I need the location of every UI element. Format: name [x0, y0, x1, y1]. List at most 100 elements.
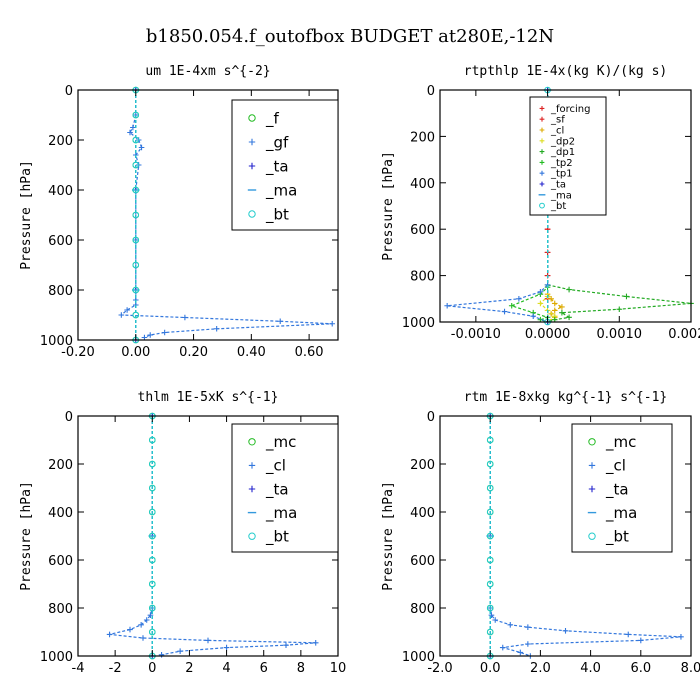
- y-axis-label: Pressure [hPa]: [381, 151, 396, 261]
- legend-marker-bt: [539, 202, 545, 209]
- legend-marker-dp1: [539, 149, 545, 154]
- data-point: [127, 129, 133, 136]
- data-point: [537, 289, 544, 295]
- data-point: [124, 307, 130, 313]
- legend-label-bt: _bt: [550, 201, 566, 212]
- data-point: [486, 508, 494, 516]
- x-tick-label: 6: [260, 661, 268, 676]
- legend: _mc _cl _ta _ma _bt: [231, 423, 339, 553]
- data-point: [132, 286, 140, 294]
- data-point: [118, 312, 125, 318]
- y-axis-label: Pressure [hPa]: [19, 160, 34, 270]
- legend-label-gf: _gf: [265, 133, 289, 152]
- legend-label-dp2: _dp2: [550, 136, 575, 147]
- legend-label-mc: _mc: [605, 433, 636, 452]
- legend-label-bt: _bt: [265, 205, 289, 224]
- data-point: [132, 236, 140, 244]
- y-tick-label: 0: [427, 410, 435, 425]
- legend-label-cl: _cl: [605, 457, 626, 476]
- x-tick-label: 8.0: [681, 661, 700, 676]
- legend-box: [231, 423, 339, 553]
- data-point: [132, 261, 140, 269]
- x-tick-label: 0.00: [121, 345, 150, 360]
- legend: _mc _cl _ta _ma _bt: [571, 423, 673, 553]
- data-point: [501, 308, 508, 315]
- y-tick-label: 200: [410, 458, 435, 473]
- data-point: [148, 628, 156, 636]
- legend-marker-mc: [588, 438, 596, 446]
- data-point: [106, 631, 113, 638]
- legend-marker-cl: [588, 462, 596, 469]
- data-point: [486, 484, 494, 492]
- y-tick-label: 400: [48, 184, 73, 199]
- data-point: [148, 532, 156, 540]
- x-tick-label: -2: [109, 661, 122, 676]
- x-tick-label: 2: [185, 661, 193, 676]
- y-tick-label: 600: [410, 223, 435, 238]
- legend-label-mc: _mc: [265, 433, 296, 452]
- y-tick-label: 0: [427, 84, 435, 99]
- data-point: [551, 307, 558, 314]
- legend: _f _gf _ta _ma _bt: [231, 99, 339, 231]
- legend-marker-cl: [248, 462, 256, 469]
- data-point: [517, 649, 524, 656]
- legend-marker-forcing: [539, 106, 545, 111]
- data-point: [132, 111, 140, 119]
- data-point: [486, 460, 494, 468]
- data-point: [213, 325, 220, 332]
- chart-panel-2: rtpthlp 1E-4x(kg K)/(kg s) Pressure [hPa]…: [381, 64, 700, 342]
- data-point: [444, 302, 450, 309]
- x-tick-label: 0.20: [179, 345, 208, 360]
- data-point: [499, 644, 506, 651]
- data-point: [559, 304, 565, 310]
- y-tick-label: 800: [410, 270, 435, 285]
- y-tick-label: 1000: [40, 334, 73, 349]
- data-point: [486, 628, 494, 636]
- x-tick-label: -2.0: [427, 661, 452, 676]
- data-point: [566, 286, 572, 293]
- data-point: [148, 436, 156, 444]
- data-point: [507, 622, 514, 628]
- data-point: [329, 320, 336, 327]
- legend-label-tp1: _tp1: [550, 169, 573, 180]
- data-point: [147, 612, 154, 618]
- y-tick-label: 1000: [402, 650, 435, 665]
- panel-title: rtm 1E-8xkg kg^{-1} s^{-1}: [464, 390, 668, 405]
- legend-marker-ta: [248, 485, 256, 493]
- data-point: [537, 300, 544, 307]
- data-point: [625, 631, 632, 638]
- legend-label-sf: _sf: [550, 115, 565, 126]
- x-tick-label: 0.0000: [525, 327, 571, 342]
- data-point: [486, 556, 494, 564]
- x-tick-label: 6.0: [630, 661, 651, 676]
- series-line: [109, 416, 316, 656]
- legend-label-ma: _ma: [265, 504, 297, 523]
- legend-label-bt: _bt: [605, 527, 629, 546]
- data-point: [486, 532, 494, 540]
- data-point: [638, 637, 644, 644]
- y-axis-label: Pressure [hPa]: [381, 481, 396, 591]
- legend-box: [571, 423, 673, 553]
- data-point: [138, 144, 145, 151]
- data-point: [223, 644, 230, 651]
- data-point: [140, 635, 146, 641]
- y-tick-label: 200: [410, 130, 435, 145]
- x-tick-label: -0.20: [61, 345, 95, 360]
- legend: _forcing_sf_cl_dp2_dp1_tp2_tp1_ta_ma_bt: [529, 96, 607, 216]
- series-line: [447, 90, 549, 323]
- legend-marker-cl: [539, 127, 545, 133]
- data-point: [148, 508, 156, 516]
- x-tick-label: 0.0010: [597, 327, 643, 342]
- chart-panel-3: thlm 1E-5xK s^{-1} Pressure [hPa] -4 -2 0 2 4 6…: [19, 390, 346, 676]
- x-tick-label: 4: [222, 661, 230, 676]
- data-point: [486, 604, 494, 612]
- panel-title: rtpthlp 1E-4x(kg K)/(kg s): [464, 64, 668, 79]
- data-point: [132, 311, 140, 319]
- legend-marker-tp1: [539, 170, 545, 176]
- y-tick-label: 400: [48, 506, 73, 521]
- y-tick-label: 0: [65, 410, 73, 425]
- data-point: [161, 329, 168, 336]
- data-point: [277, 318, 284, 325]
